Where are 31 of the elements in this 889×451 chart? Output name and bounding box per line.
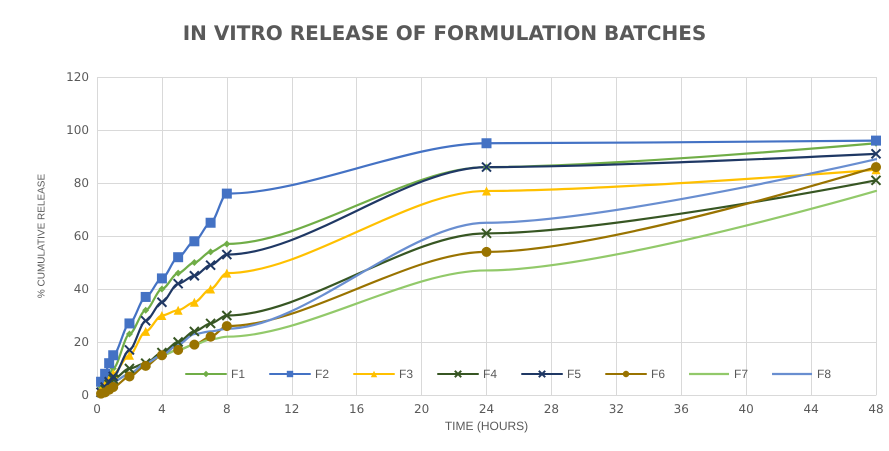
chart-title: IN VITRO RELEASE OF FORMULATION BATCHES (182, 21, 706, 45)
x-tick-label: 48 (868, 402, 884, 416)
x-tick-label: 44 (803, 402, 819, 416)
x-tick-label: 8 (223, 402, 231, 416)
x-tick-label: 4 (158, 402, 166, 416)
legend-label: F3 (399, 367, 414, 381)
y-tick-label: 120 (66, 70, 89, 84)
x-tick-label: 32 (608, 402, 624, 416)
x-tick-label: 16 (349, 402, 364, 416)
x-tick-label: 0 (93, 402, 101, 416)
x-tick-label: 24 (478, 402, 494, 416)
legend-label: F4 (483, 367, 498, 381)
legend-label: F2 (315, 367, 330, 381)
x-tick-label: 40 (738, 402, 754, 416)
y-tick-label: 100 (66, 123, 89, 137)
x-tick-label: 12 (284, 402, 300, 416)
legend-label: F1 (231, 367, 246, 381)
x-axis-title: TIME (HOURS) (444, 418, 528, 433)
legend-label: F7 (734, 367, 748, 381)
y-tick-label: 20 (74, 335, 89, 349)
x-tick-label: 20 (414, 402, 430, 416)
legend-label: F8 (817, 367, 832, 381)
y-axis-title: % CUMULATIVE RELEASE (36, 174, 48, 298)
legend-label: F5 (567, 367, 582, 381)
y-tick-label: 80 (74, 176, 89, 190)
x-tick-label: 36 (674, 402, 689, 416)
y-tick-label: 0 (81, 388, 89, 402)
x-tick-label: 28 (544, 402, 560, 416)
y-tick-label: 60 (74, 229, 89, 243)
legend-label: F6 (651, 367, 666, 381)
y-tick-label: 40 (74, 282, 89, 296)
